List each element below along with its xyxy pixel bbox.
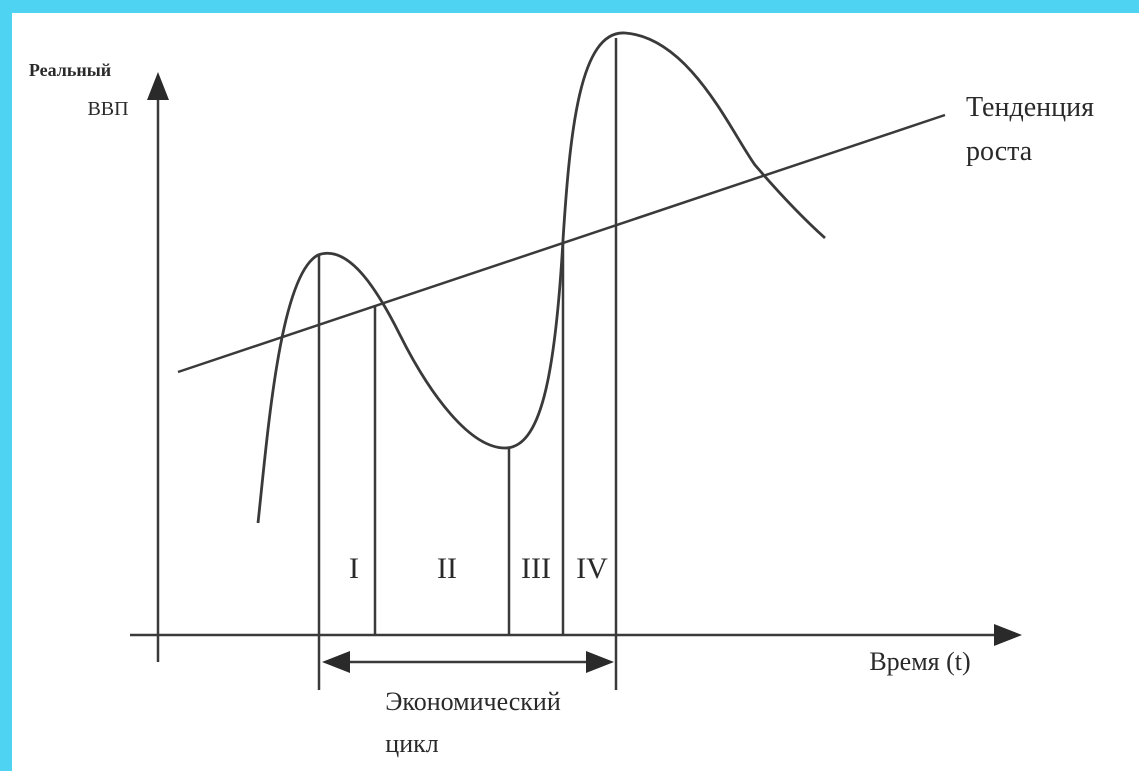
x-axis-label: Время (t)	[869, 647, 970, 676]
cycle-arrow-left	[322, 651, 350, 673]
y-axis-label-line2: ВВП	[87, 98, 128, 120]
cycle-label-line1: Экономический	[385, 687, 561, 716]
cycle-arrow-right	[586, 651, 614, 673]
trend-label-line1: Тенденция	[966, 92, 1094, 123]
phase-label-2: II	[437, 552, 457, 585]
cycle-label-line2: цикл	[385, 729, 438, 758]
y-axis-label-line1: Реальный	[29, 60, 111, 80]
phase-label-4: IV	[576, 552, 608, 585]
y-axis-arrow	[147, 72, 169, 100]
x-axis-arrow	[994, 624, 1022, 646]
phase-label-1: I	[349, 552, 359, 585]
real-gdp-curve	[256, 31, 826, 524]
phase-label-3: III	[521, 552, 551, 585]
trend-label-line2: роста	[966, 136, 1033, 167]
